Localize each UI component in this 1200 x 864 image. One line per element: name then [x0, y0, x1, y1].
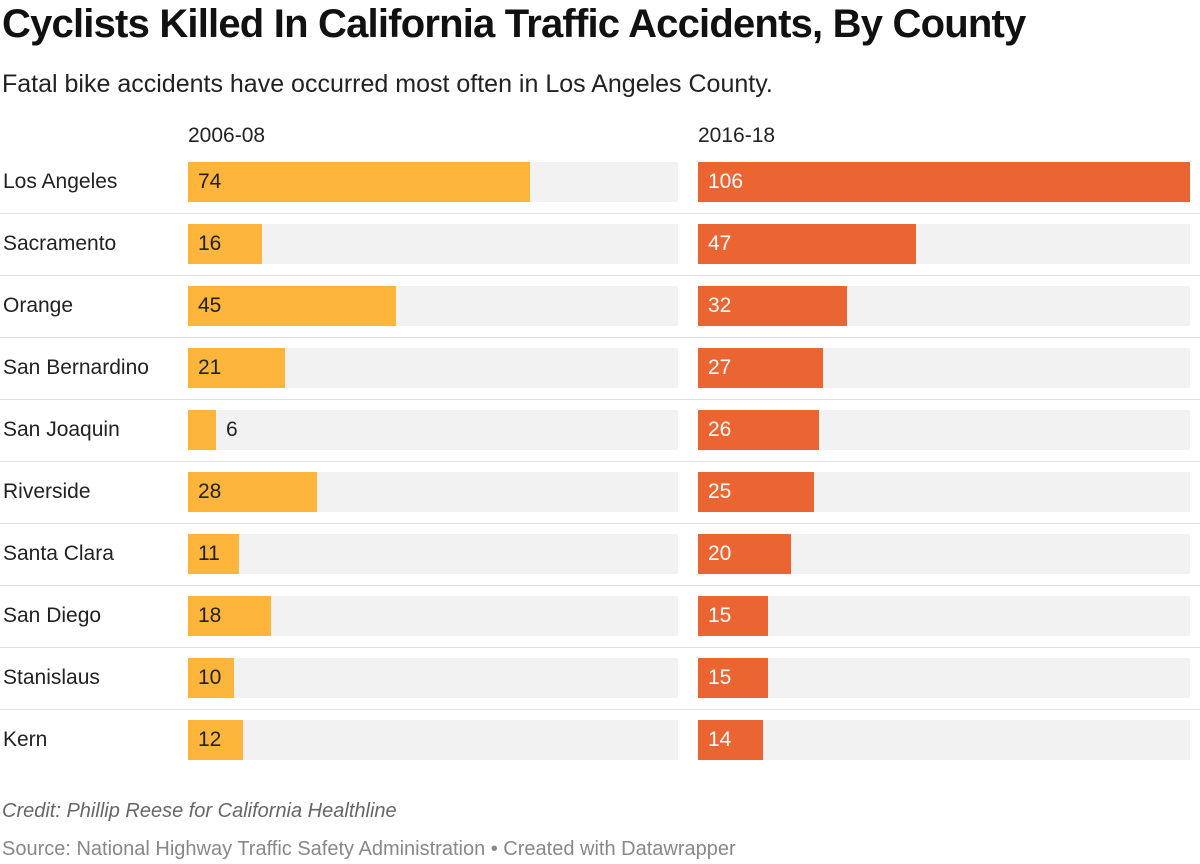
row-divider [0, 461, 1200, 462]
bar-2016-18 [698, 720, 763, 760]
bar-value-label: 32 [708, 294, 732, 317]
bar-value-label: 20 [708, 542, 732, 565]
bar-2006-08 [188, 596, 271, 636]
bar-2016-18 [698, 472, 814, 512]
bar-value-label: 28 [198, 480, 222, 503]
bar-track: 47 [698, 224, 1190, 264]
category-label: San Bernardino [3, 356, 149, 379]
chart-row: Orange 45 32 [0, 286, 1200, 348]
chart-title: Cyclists Killed In California Traffic Ac… [2, 2, 1026, 46]
row-divider [0, 523, 1200, 524]
bar-2006-08 [188, 348, 285, 388]
bar-track: 25 [698, 472, 1190, 512]
bar-value-label: 11 [198, 542, 220, 565]
bar-track: 12 [188, 720, 678, 760]
bar-2006-08 [188, 286, 396, 326]
category-label: Sacramento [3, 232, 117, 255]
category-label: San Diego [3, 604, 102, 627]
bar-value-label: 45 [198, 294, 222, 317]
bar-track: 10 [188, 658, 678, 698]
bar-track: 15 [698, 658, 1190, 698]
chart-row: San Diego 18 15 [0, 596, 1200, 658]
chart-subtitle: Fatal bike accidents have occurred most … [2, 70, 773, 98]
row-divider [0, 337, 1200, 338]
category-label: Stanislaus [3, 666, 100, 689]
bar-track: 74 [188, 162, 678, 202]
bar-track: 16 [188, 224, 678, 264]
bar-value-label: 47 [708, 232, 732, 255]
category-label: Santa Clara [3, 542, 114, 565]
bar-value-label: 21 [198, 356, 222, 379]
bar-track: 15 [698, 596, 1190, 636]
row-divider [0, 647, 1200, 648]
bar-track: 32 [698, 286, 1190, 326]
bar-2016-18 [698, 348, 823, 388]
bar-2006-08 [188, 472, 317, 512]
bar-track: 11 [188, 534, 678, 574]
column-header-2016-18: 2016-18 [698, 124, 776, 147]
bar-2006-08 [188, 410, 216, 450]
bar-2006-08 [188, 720, 243, 760]
credit-line: Credit: Phillip Reese for California Hea… [2, 800, 397, 822]
row-divider [0, 585, 1200, 586]
bar-value-label: 16 [198, 232, 222, 255]
bar-value-label: 74 [198, 170, 222, 193]
category-label: San Joaquin [3, 418, 120, 441]
bar-value-label: 14 [708, 728, 732, 751]
bar-2016-18 [698, 534, 791, 574]
bar-track: 6 [188, 410, 678, 450]
bar-2016-18 [698, 410, 819, 450]
row-divider [0, 399, 1200, 400]
bar-value-label: 10 [198, 666, 222, 689]
chart-row: Sacramento 16 47 [0, 224, 1200, 286]
category-label: Riverside [3, 480, 91, 503]
column-header-2006-08: 2006-08 [188, 124, 266, 147]
row-divider [0, 275, 1200, 276]
bar-2006-08 [188, 162, 530, 202]
chart-row: Stanislaus 10 15 [0, 658, 1200, 720]
bar-value-label: 12 [198, 728, 222, 751]
chart-row: San Joaquin 6 26 [0, 410, 1200, 472]
bar-track: 45 [188, 286, 678, 326]
bar-2016-18 [698, 286, 847, 326]
category-label: Kern [3, 728, 48, 751]
bar-2006-08 [188, 224, 262, 264]
bar-track: 18 [188, 596, 678, 636]
chart-row: Santa Clara 11 20 [0, 534, 1200, 596]
chart-row: Los Angeles 74 106 [0, 162, 1200, 224]
bar-track: 106 [698, 162, 1190, 202]
bar-track: 27 [698, 348, 1190, 388]
bar-track: 21 [188, 348, 678, 388]
bar-value-label: 15 [708, 666, 732, 689]
bar-track: 28 [188, 472, 678, 512]
bar-2016-18 [698, 162, 1190, 202]
row-divider [0, 709, 1200, 710]
bar-value-label: 106 [708, 170, 744, 193]
category-label: Los Angeles [3, 170, 118, 193]
bar-value-label: 18 [198, 604, 222, 627]
bar-track: 26 [698, 410, 1190, 450]
bar-track: 20 [698, 534, 1190, 574]
chart-row: Riverside 28 25 [0, 472, 1200, 534]
chart-row: San Bernardino 21 27 [0, 348, 1200, 410]
bar-value-label: 6 [226, 418, 238, 441]
row-divider [0, 213, 1200, 214]
bar-value-label: 15 [708, 604, 732, 627]
bar-2016-18 [698, 658, 768, 698]
bar-value-label: 25 [708, 480, 732, 503]
category-label: Orange [3, 294, 74, 317]
source-line: Source: National Highway Traffic Safety … [2, 838, 736, 860]
bar-value-label: 26 [708, 418, 732, 441]
chart-row: Kern 12 14 [0, 720, 1200, 782]
bar-track: 14 [698, 720, 1190, 760]
bar-2016-18 [698, 224, 916, 264]
bar-2016-18 [698, 596, 768, 636]
bar-value-label: 27 [708, 356, 732, 379]
bar-2006-08 [188, 534, 239, 574]
bar-2006-08 [188, 658, 234, 698]
